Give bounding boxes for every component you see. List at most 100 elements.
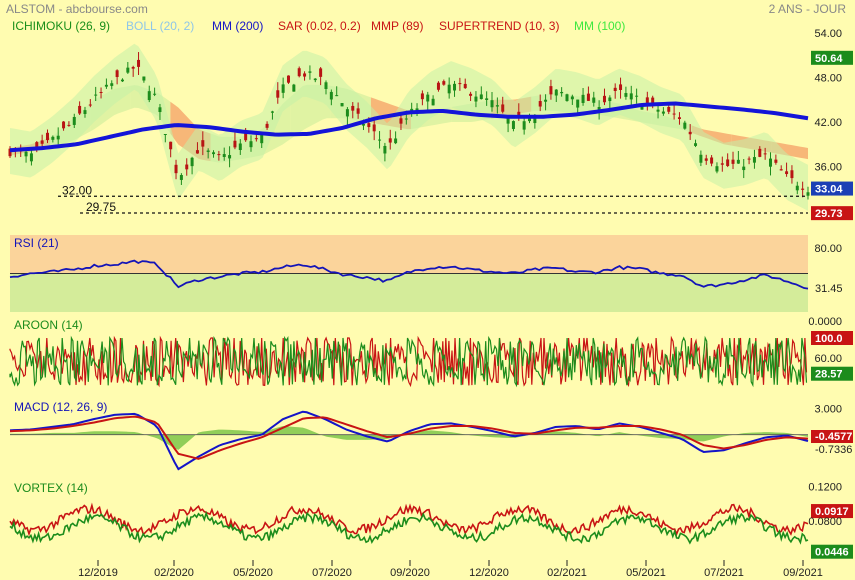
macd-signal-badge [811, 430, 853, 443]
candle-body [528, 117, 532, 122]
candle-body [501, 104, 505, 112]
aroon-down-line [9, 335, 808, 388]
x-tick-label: 09/2020 [390, 567, 430, 579]
candle-body [78, 105, 82, 114]
candle-body [420, 93, 424, 100]
candle-body [308, 71, 312, 73]
vortex-title: VORTEX (14) [14, 481, 88, 495]
ma-200-line [9, 101, 809, 153]
candle-body [624, 93, 628, 97]
candle-body [147, 91, 151, 101]
candle-body [683, 122, 687, 129]
candle-body [185, 164, 189, 170]
candle-body [769, 158, 773, 167]
candle-body [233, 140, 237, 148]
candle-body [329, 91, 333, 100]
macd-line [9, 410, 809, 471]
candle-body [367, 123, 371, 128]
candle-body [474, 96, 478, 102]
price-tick-label: 54.00 [814, 28, 842, 40]
candle-body [629, 93, 633, 100]
candle-body [62, 121, 66, 129]
level-label: 29.75 [86, 200, 116, 214]
candle-body [40, 140, 44, 144]
macd-tick-label: 3.000 [814, 404, 842, 416]
price-tick-label: 42.00 [814, 117, 842, 129]
candle-body [110, 83, 114, 86]
vortex-tick-label: 0.0800 [808, 516, 842, 528]
candle-body [801, 188, 805, 190]
level-label: 32.00 [62, 183, 92, 197]
indicator-label: ICHIMOKU (26, 9) [12, 19, 110, 33]
price-badge-label: 33.04 [815, 184, 843, 196]
candle-body [538, 101, 542, 107]
candle-body [586, 93, 590, 101]
candle-body [715, 166, 719, 172]
price-badge [811, 206, 853, 221]
candle-body [126, 67, 130, 73]
x-tick-label: 05/2020 [233, 567, 273, 579]
price-panel: 32.00 29.75 54.00 48.00 42.00 36.00 50.64 33.0… [8, 28, 853, 221]
candle-body [576, 99, 580, 108]
candle-body [51, 136, 55, 140]
candle-body [694, 143, 698, 146]
candle-body [399, 118, 403, 124]
candle-body [495, 105, 499, 107]
candle-body [313, 78, 317, 81]
candle-body [238, 143, 242, 150]
indicator-label: SAR (0.02, 0.2) [278, 19, 361, 33]
candle-body [356, 108, 360, 114]
price-levels: 32.00 29.75 [58, 183, 808, 214]
candle-body [8, 148, 12, 157]
rsi-line [9, 259, 809, 290]
candle-body [345, 109, 349, 117]
candle-body [120, 79, 124, 82]
candle-body [201, 140, 205, 147]
chart-title: ALSTOM - abcbourse.com [6, 2, 148, 16]
candle-body [602, 95, 606, 103]
macd-badge-label: -0.7336 [815, 444, 852, 456]
candle-body [45, 132, 49, 141]
price-badge [811, 50, 853, 65]
candle-body [790, 170, 794, 179]
candle-body [779, 169, 783, 171]
candle-body [72, 117, 76, 125]
candle-body [522, 121, 526, 130]
price-badge-label: 29.73 [815, 208, 843, 220]
aroon-down-badge [811, 366, 853, 381]
price-tick-label: 36.00 [814, 162, 842, 174]
candle-body [56, 135, 60, 140]
candle-body [67, 124, 71, 126]
candle-body [479, 94, 483, 100]
candle-body [88, 104, 92, 106]
macd-signal-badge-label: -0.4577 [815, 431, 852, 443]
bollinger-band [10, 43, 808, 211]
candle-body [179, 175, 183, 180]
macd-signal-line [9, 415, 809, 460]
aroon-panel: AROON (14) 100.0 60.00 28.57 [9, 318, 853, 388]
candle-body [24, 151, 28, 157]
aroon-up-badge-label: 100.0 [815, 333, 843, 345]
candle-body [458, 83, 462, 85]
candle-body [254, 138, 258, 140]
macd-panel: MACD (12, 26, 9) 3.000 -0.4577-0.7336 [9, 400, 853, 471]
candle-body [131, 67, 135, 69]
aroon-up-badge [811, 331, 853, 345]
rsi-badge [811, 280, 853, 295]
candle-body [699, 154, 703, 163]
macd-histogram [10, 426, 808, 450]
candle-body [206, 150, 210, 152]
indicator-label: MM (100) [574, 19, 625, 33]
x-tick-label: 05/2021 [626, 567, 666, 579]
candle-body [324, 82, 328, 90]
vortex-minus-badge-label: 0.0446 [815, 547, 849, 559]
candle-body [270, 111, 274, 113]
candle-body [704, 158, 708, 161]
x-tick-label: 07/2020 [312, 567, 352, 579]
candle-body [533, 114, 537, 124]
candle-body [544, 99, 548, 102]
price-tick-label: 48.00 [814, 72, 842, 84]
candle-body [640, 104, 644, 110]
candle-body [667, 106, 671, 112]
rsi-panel: RSI (21) 80.00 31.45 0.0000 [9, 235, 853, 328]
